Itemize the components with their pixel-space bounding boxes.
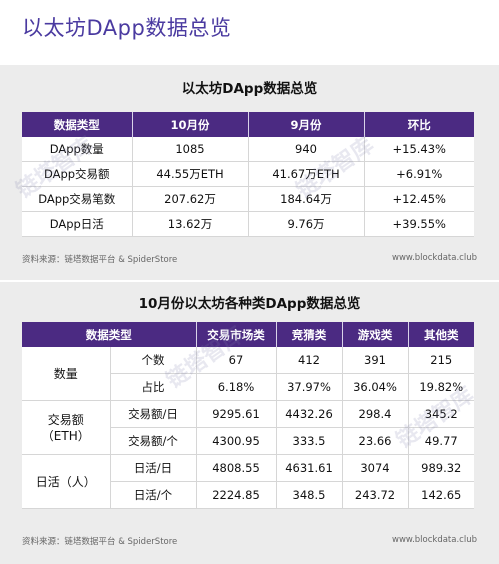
header-other: 其他类 [408, 322, 474, 347]
cell-market: 2224.85 [196, 481, 277, 509]
table1-title: 以太坊DApp数据总览 [181, 81, 318, 97]
group-label-volume: 交易额 （ETH） [22, 400, 111, 455]
table-row: 交易额/个 4300.95 333.5 23.66 49.77 [22, 427, 474, 455]
cell-betting: 37.97% [276, 373, 343, 401]
group-label-count: 数量 [22, 347, 111, 401]
header-market: 交易市场类 [196, 322, 277, 347]
cell-oct: 1085 [132, 137, 249, 162]
cell-sep: 940 [248, 137, 365, 162]
summary-panel: 以太坊DApp数据总览 数据类型 10月份 9月份 环比 DApp数量 1085… [0, 65, 499, 280]
cell-oct: 44.55万ETH [132, 161, 249, 187]
table-row: DApp交易额 44.55万ETH 41.67万ETH +6.91% [22, 161, 474, 187]
category-header-row: 数据类型 交易市场类 竞猜类 游戏类 其他类 [22, 322, 474, 347]
page-title: 以太坊DApp数据总览 [22, 16, 232, 40]
category-table: 数据类型 交易市场类 竞猜类 游戏类 其他类 数量 个数 67 412 391 … [22, 322, 474, 509]
header-betting: 竞猜类 [276, 322, 343, 347]
cell-betting: 348.5 [276, 481, 343, 509]
row-label: DApp交易额 [22, 161, 133, 187]
cell-game: 391 [342, 347, 409, 374]
table-row: 日活（人） 日活/日 4808.55 4631.61 3074 989.32 [22, 454, 474, 509]
cell-other: 989.32 [408, 454, 474, 482]
row-label: 日活/日 [110, 454, 197, 482]
summary-header-row: 数据类型 10月份 9月份 环比 [22, 112, 474, 137]
cell-mom: +15.43% [364, 137, 474, 162]
header-mom: 环比 [364, 112, 474, 137]
cell-game: 298.4 [342, 400, 409, 428]
row-label: DApp交易笔数 [22, 186, 133, 212]
row-label: DApp数量 [22, 137, 133, 162]
row-label: DApp日活 [22, 211, 133, 237]
cell-market: 4808.55 [196, 454, 277, 482]
table-row: 日活/个 2224.85 348.5 243.72 142.65 [22, 481, 474, 509]
header-sep: 9月份 [248, 112, 365, 137]
header-data-type: 数据类型 [22, 112, 133, 137]
cell-market: 67 [196, 347, 277, 374]
cell-market: 4300.95 [196, 427, 277, 455]
table2-title: 10月份以太坊各种类DApp数据总览 [138, 296, 361, 312]
cell-sep: 9.76万 [248, 211, 365, 237]
row-label: 交易额/个 [110, 427, 197, 455]
site-url: www.blockdata.club [392, 253, 477, 263]
cell-mom: +12.45% [364, 186, 474, 212]
header-game: 游戏类 [342, 322, 409, 347]
cell-oct: 13.62万 [132, 211, 249, 237]
row-label: 日活/个 [110, 481, 197, 509]
cell-mom: +6.91% [364, 161, 474, 187]
table-row: 数量 个数 67 412 391 215 [22, 347, 474, 401]
cell-game: 36.04% [342, 373, 409, 401]
table-row: DApp日活 13.62万 9.76万 +39.55% [22, 211, 474, 237]
source-note: 资料来源：链塔数据平台 & SpiderStore [22, 255, 178, 265]
row-label: 交易额/日 [110, 400, 197, 428]
cell-sep: 41.67万ETH [248, 161, 365, 187]
summary-table: 数据类型 10月份 9月份 环比 DApp数量 1085 940 +15.43%… [22, 112, 474, 237]
row-label: 个数 [110, 347, 197, 374]
table-row: 占比 6.18% 37.97% 36.04% 19.82% [22, 373, 474, 401]
cell-market: 9295.61 [196, 400, 277, 428]
cell-game: 243.72 [342, 481, 409, 509]
table-row: DApp数量 1085 940 +15.43% [22, 137, 474, 162]
cell-oct: 207.62万 [132, 186, 249, 212]
cell-betting: 4432.26 [276, 400, 343, 428]
cell-betting: 333.5 [276, 427, 343, 455]
header-data-type: 数据类型 [22, 322, 197, 347]
category-panel: 10月份以太坊各种类DApp数据总览 数据类型 交易市场类 竞猜类 游戏类 其他… [0, 282, 499, 564]
table-row: 交易额 （ETH） 交易额/日 9295.61 4432.26 298.4 34… [22, 400, 474, 455]
cell-other: 142.65 [408, 481, 474, 509]
cell-other: 345.2 [408, 400, 474, 428]
cell-betting: 4631.61 [276, 454, 343, 482]
group-label-dau: 日活（人） [22, 454, 111, 509]
cell-other: 215 [408, 347, 474, 374]
cell-betting: 412 [276, 347, 343, 374]
cell-mom: +39.55% [364, 211, 474, 237]
row-label: 占比 [110, 373, 197, 401]
cell-game: 23.66 [342, 427, 409, 455]
site-url: www.blockdata.club [392, 535, 477, 545]
cell-game: 3074 [342, 454, 409, 482]
cell-sep: 184.64万 [248, 186, 365, 212]
cell-other: 49.77 [408, 427, 474, 455]
table-row: DApp交易笔数 207.62万 184.64万 +12.45% [22, 186, 474, 212]
cell-market: 6.18% [196, 373, 277, 401]
header-oct: 10月份 [132, 112, 249, 137]
cell-other: 19.82% [408, 373, 474, 401]
source-note: 资料来源：链塔数据平台 & SpiderStore [22, 537, 178, 547]
